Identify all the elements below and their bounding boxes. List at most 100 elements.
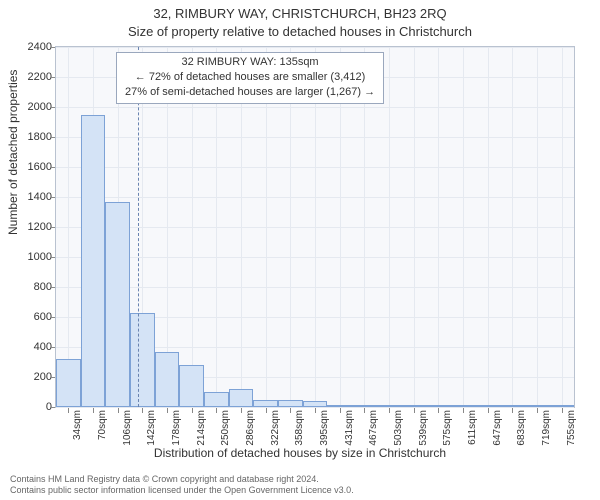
y-tick-label: 2200 — [12, 71, 52, 83]
x-tick-mark — [266, 408, 267, 413]
histogram-bar — [179, 365, 204, 407]
y-tick-mark — [50, 77, 55, 78]
y-tick-mark — [50, 227, 55, 228]
x-tick-mark — [438, 408, 439, 413]
footer-attribution: Contains HM Land Registry data © Crown c… — [10, 474, 590, 497]
x-tick-mark — [488, 408, 489, 413]
histogram-bar — [204, 392, 229, 407]
x-tick-label: 395sqm — [319, 410, 330, 448]
gridline-vertical — [68, 47, 69, 407]
chart-title-sub: Size of property relative to detached ho… — [0, 24, 600, 39]
y-tick-label: 800 — [12, 281, 52, 293]
histogram-bar — [56, 359, 81, 407]
y-tick-mark — [50, 197, 55, 198]
y-tick-mark — [50, 257, 55, 258]
histogram-bar — [155, 352, 180, 408]
x-tick-mark — [414, 408, 415, 413]
x-tick-label: 178sqm — [171, 410, 182, 448]
histogram-bar — [278, 400, 303, 407]
gridline-vertical — [414, 47, 415, 407]
histogram-bar — [81, 115, 106, 408]
x-tick-mark — [167, 408, 168, 413]
histogram-bar — [130, 313, 155, 408]
x-tick-mark — [93, 408, 94, 413]
histogram-bar — [352, 405, 377, 407]
y-tick-mark — [50, 347, 55, 348]
histogram-bar — [549, 405, 574, 407]
x-tick-mark — [118, 408, 119, 413]
x-tick-label: 647sqm — [492, 410, 503, 448]
histogram-bar — [426, 405, 451, 407]
y-tick-mark — [50, 287, 55, 288]
x-tick-label: 467sqm — [368, 410, 379, 448]
footer-line-2: Contains public sector information licen… — [10, 485, 590, 496]
histogram-bar — [105, 202, 130, 408]
x-axis-label: Distribution of detached houses by size … — [0, 446, 600, 460]
x-tick-label: 286sqm — [245, 410, 256, 448]
y-tick-mark — [50, 107, 55, 108]
x-tick-label: 250sqm — [220, 410, 231, 448]
x-tick-mark — [364, 408, 365, 413]
gridline-vertical — [537, 47, 538, 407]
y-tick-label: 0 — [12, 401, 52, 413]
x-tick-label: 322sqm — [270, 410, 281, 448]
chart-title-main: 32, RIMBURY WAY, CHRISTCHURCH, BH23 2RQ — [0, 6, 600, 21]
y-tick-mark — [50, 47, 55, 48]
x-tick-label: 34sqm — [72, 410, 83, 448]
x-tick-mark — [142, 408, 143, 413]
histogram-bar — [229, 389, 254, 407]
x-tick-mark — [537, 408, 538, 413]
gridline-vertical — [389, 47, 390, 407]
y-tick-label: 1400 — [12, 191, 52, 203]
x-tick-mark — [192, 408, 193, 413]
x-tick-mark — [241, 408, 242, 413]
y-tick-label: 1600 — [12, 161, 52, 173]
y-tick-label: 1000 — [12, 251, 52, 263]
x-tick-label: 106sqm — [122, 410, 133, 448]
gridline-vertical — [562, 47, 563, 407]
x-tick-label: 358sqm — [294, 410, 305, 448]
histogram-bar — [303, 401, 328, 407]
footer-line-1: Contains HM Land Registry data © Crown c… — [10, 474, 590, 485]
annotation-line-1: 32 RIMBURY WAY: 135sqm — [125, 55, 375, 70]
y-tick-mark — [50, 377, 55, 378]
x-tick-mark — [512, 408, 513, 413]
histogram-bar — [500, 405, 525, 407]
annotation-box: 32 RIMBURY WAY: 135sqm ← 72% of detached… — [116, 52, 384, 104]
y-tick-label: 1200 — [12, 221, 52, 233]
y-tick-label: 2000 — [12, 101, 52, 113]
gridline-vertical — [512, 47, 513, 407]
x-tick-label: 683sqm — [516, 410, 527, 448]
y-tick-mark — [50, 317, 55, 318]
histogram-bar — [525, 405, 550, 407]
x-tick-mark — [68, 408, 69, 413]
x-tick-label: 503sqm — [393, 410, 404, 448]
x-tick-mark — [315, 408, 316, 413]
x-tick-label: 70sqm — [97, 410, 108, 448]
x-tick-label: 142sqm — [146, 410, 157, 448]
x-tick-label: 719sqm — [541, 410, 552, 448]
x-tick-label: 575sqm — [442, 410, 453, 448]
x-tick-label: 539sqm — [418, 410, 429, 448]
x-tick-mark — [216, 408, 217, 413]
x-tick-label: 755sqm — [566, 410, 577, 448]
x-tick-label: 214sqm — [196, 410, 207, 448]
y-tick-label: 200 — [12, 371, 52, 383]
x-tick-mark — [463, 408, 464, 413]
histogram-bar — [451, 405, 476, 407]
histogram-bar — [377, 405, 402, 407]
y-tick-label: 400 — [12, 341, 52, 353]
histogram-bar — [327, 405, 352, 407]
x-tick-mark — [389, 408, 390, 413]
gridline-vertical — [463, 47, 464, 407]
y-tick-mark — [50, 167, 55, 168]
y-axis-label: Number of detached properties — [6, 70, 20, 235]
x-tick-label: 431sqm — [344, 410, 355, 448]
gridline-vertical — [438, 47, 439, 407]
y-tick-label: 1800 — [12, 131, 52, 143]
annotation-line-3: 27% of semi-detached houses are larger (… — [125, 85, 375, 100]
x-tick-mark — [340, 408, 341, 413]
histogram-bar — [253, 400, 278, 408]
x-tick-label: 611sqm — [467, 410, 478, 448]
histogram-bar — [401, 405, 426, 407]
